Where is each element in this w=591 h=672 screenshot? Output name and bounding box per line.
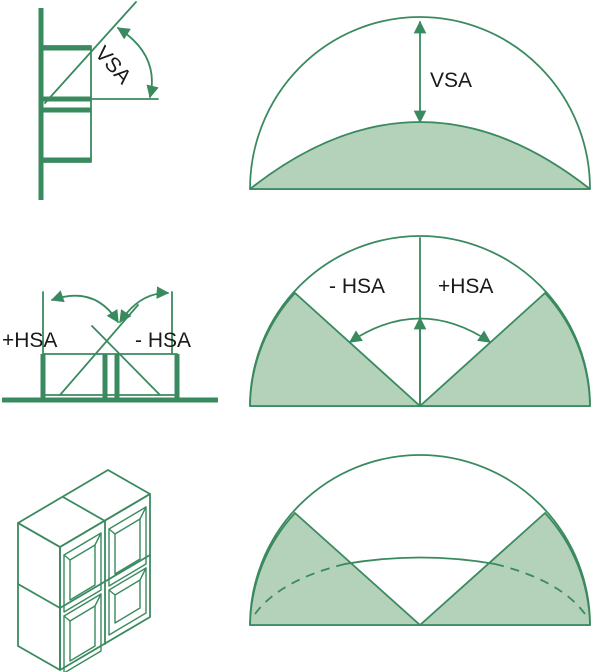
crate-top-divider <box>62 496 106 522</box>
minus-hsa-plan-arc <box>119 286 170 324</box>
ray-line-a <box>59 304 139 396</box>
cell-edge <box>108 589 116 596</box>
cell-bottom-right-inner <box>114 579 141 624</box>
hsa-dome-arc <box>348 317 492 343</box>
sun-ray-line <box>44 1 137 104</box>
cell-bottom-left-outer <box>63 593 102 672</box>
cell-edge <box>94 532 102 546</box>
plus-hsa-plan-label: +HSA <box>2 329 57 352</box>
combined-shaded-right <box>419 512 591 626</box>
cell-top-left-outer <box>63 532 102 613</box>
hsa-plan-detail: +HSA - HSA <box>2 286 218 403</box>
cell-edge <box>63 615 71 622</box>
combined-shaded-left <box>249 512 421 626</box>
ray-line-b <box>91 325 161 396</box>
crate-top-face <box>17 469 151 548</box>
cell-top-right-inner <box>114 518 141 575</box>
crate-side-divider <box>17 583 61 609</box>
cell-edge <box>94 593 102 607</box>
hsa-dome-diagram: - HSA +HSA <box>249 235 591 407</box>
cell-edge <box>139 506 147 520</box>
window-frame <box>40 45 92 163</box>
sky-dome-outline <box>249 16 591 190</box>
vsa-dome-diagram: VSA <box>249 16 591 190</box>
cell-edge <box>108 528 116 535</box>
vsa-section-detail: VSA <box>38 1 159 200</box>
vsa-shaded-area <box>249 121 591 190</box>
combined-mask-dome <box>249 454 591 626</box>
crate-horizontal-divider <box>59 554 151 609</box>
minus-hsa-dome-label: - HSA <box>329 275 385 298</box>
cell-bottom-right-outer <box>108 567 147 636</box>
vsa-mask-curve <box>344 556 496 565</box>
cell-top-right-outer <box>108 506 147 587</box>
plus-hsa-dome-label: +HSA <box>438 275 493 298</box>
egg-crate-isometric <box>17 469 151 672</box>
hsa-shaded-right <box>419 292 591 407</box>
vsa-section-label: VSA <box>90 42 135 89</box>
hsa-shaded-left <box>249 292 421 407</box>
vsa-dome-label: VSA <box>430 69 472 92</box>
sky-dome-outline-3 <box>249 454 591 626</box>
cell-top-left-inner <box>69 544 96 601</box>
vsa-angle-arc <box>116 27 159 99</box>
cell-edge <box>63 554 71 561</box>
minus-hsa-plan-label: - HSA <box>135 329 191 352</box>
cell-edge <box>139 567 147 581</box>
plus-hsa-plan-arc <box>50 290 119 324</box>
cell-bottom-left-inner <box>69 605 96 662</box>
